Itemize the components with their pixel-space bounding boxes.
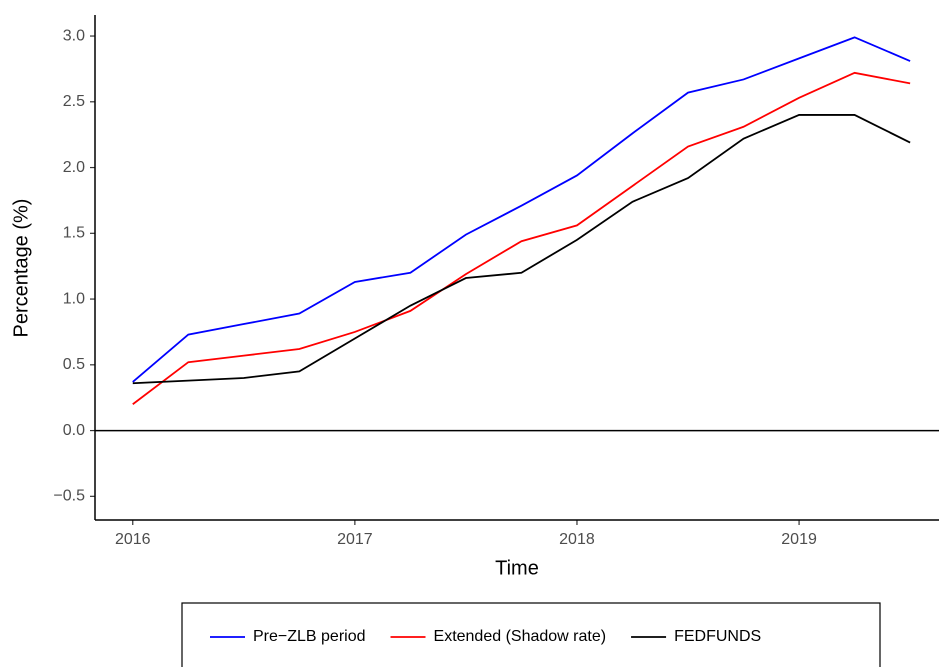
series-line	[132, 71, 911, 405]
legend-label: FEDFUNDS	[674, 628, 761, 645]
y-tick-label: 0.0	[63, 422, 85, 439]
legend-box	[181, 602, 881, 667]
x-tick-label: 2017	[337, 531, 373, 548]
y-tick-label: 0.5	[63, 356, 85, 373]
y-tick-label: 1.0	[63, 290, 85, 307]
y-tick-label: 1.5	[63, 225, 85, 242]
x-axis-title: Time	[495, 557, 539, 579]
x-tick-label: 2019	[781, 531, 817, 548]
y-tick-label: 2.5	[63, 93, 85, 110]
y-tick-label: 3.0	[63, 27, 85, 44]
series-line	[132, 114, 911, 385]
y-axis-title: Percentage (%)	[10, 199, 32, 338]
x-tick-label: 2016	[115, 531, 151, 548]
y-tick-label: 2.0	[63, 159, 85, 176]
y-tick-label: −0.5	[53, 488, 85, 505]
x-tick-label: 2018	[559, 531, 595, 548]
legend-label: Extended (Shadow rate)	[434, 628, 607, 645]
series-line	[132, 36, 911, 383]
legend-label: Pre−ZLB period	[253, 628, 366, 645]
